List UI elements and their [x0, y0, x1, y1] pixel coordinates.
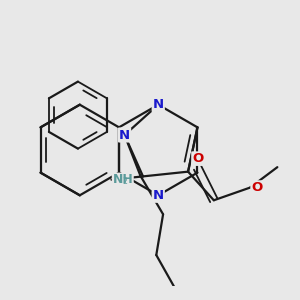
Text: O: O [251, 181, 262, 194]
Text: O: O [192, 152, 203, 165]
Text: $_2$: $_2$ [122, 176, 129, 188]
Text: N: N [153, 189, 164, 202]
Text: N: N [119, 128, 130, 142]
Text: NH: NH [112, 173, 133, 186]
Text: N: N [153, 98, 164, 111]
